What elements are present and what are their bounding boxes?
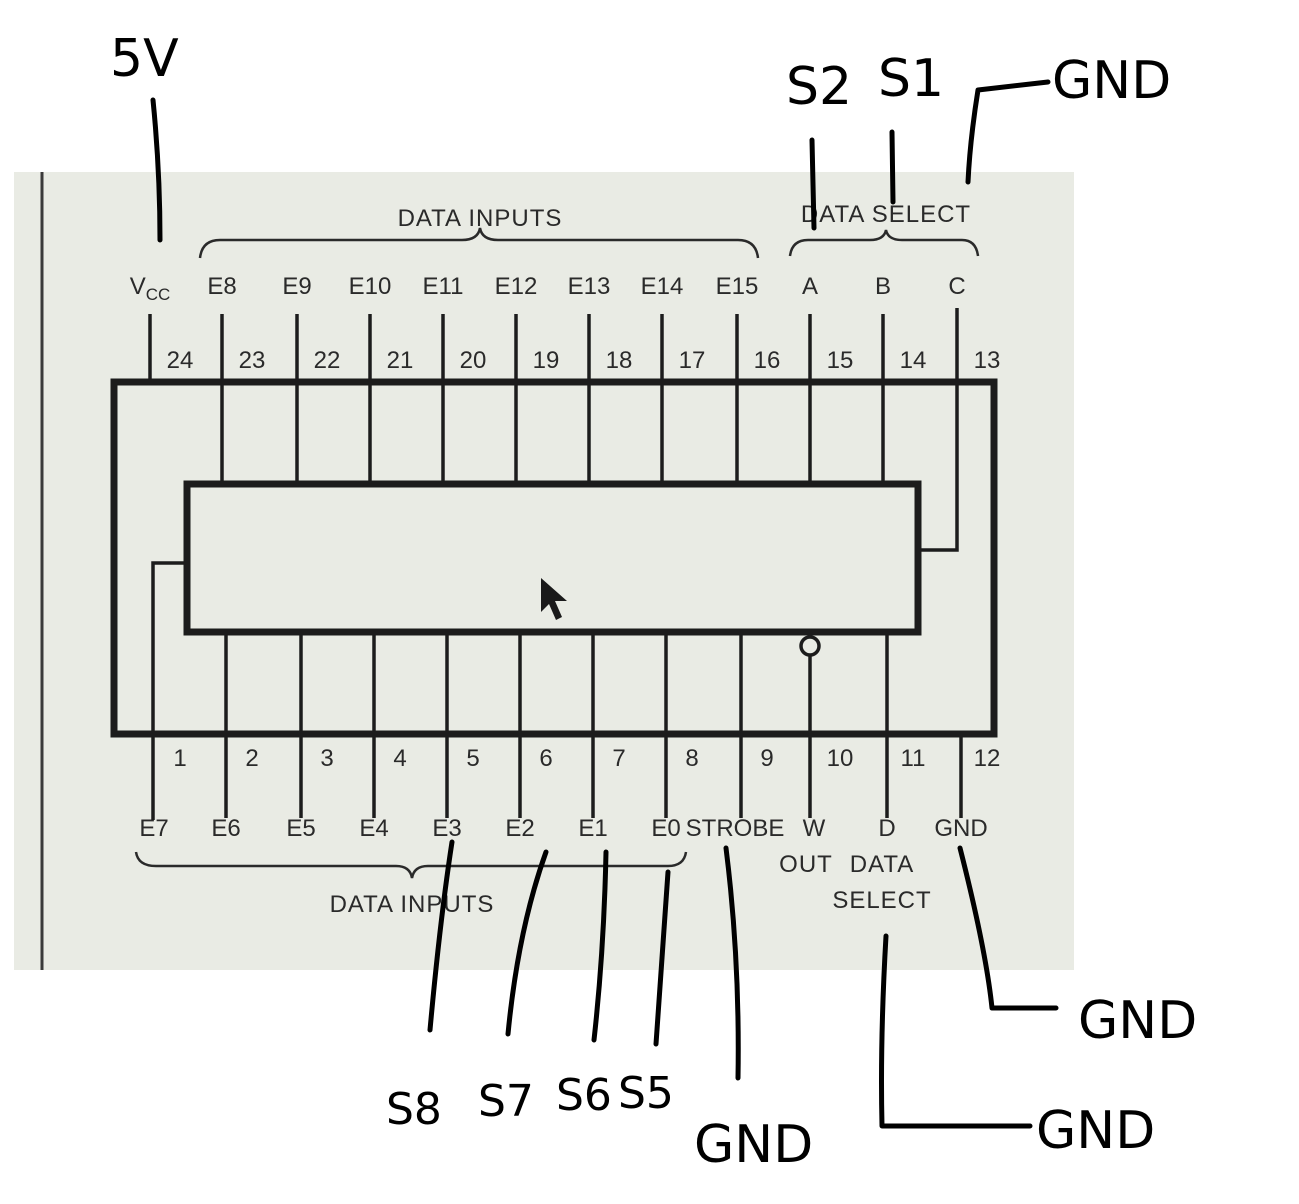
strobe-gnd-annotation: GND: [694, 1115, 813, 1175]
top-pin-name-18: E13: [568, 273, 611, 300]
bottom-pin-name-7: E1: [578, 815, 607, 842]
top-pin-number-18: 18: [606, 347, 633, 374]
bottom-pin-number-5: 5: [466, 745, 479, 772]
s6-wire: [591, 849, 609, 1043]
bottom-pin-name-2: E6: [211, 815, 240, 842]
bottom-pin-number-6: 6: [539, 745, 552, 772]
top-pin-number-13: 13: [974, 347, 1001, 374]
top-pin-number-17: 17: [679, 347, 706, 374]
pin12-gnd-wire: [957, 845, 1059, 1011]
bottom-data-inputs-label: DATA INPUTS: [330, 891, 495, 918]
s2-wire: [809, 137, 817, 231]
bottom-pin-name-10: W: [803, 815, 826, 842]
bottom-pin-name-5: E3: [432, 815, 461, 842]
pin13-c-wire: [918, 308, 959, 552]
top-pin-name-17: E14: [641, 273, 684, 300]
data-select-brace: [788, 229, 980, 257]
bottom-pin-number-11: 11: [901, 745, 926, 772]
bottom-pin-name-8: E0: [651, 815, 680, 842]
s2-annotation: S2: [786, 57, 852, 117]
top-pin-name-23: E8: [207, 273, 236, 300]
strobe-gnd-wire: [723, 845, 741, 1081]
s6-annotation: S6: [556, 1070, 612, 1121]
bottom-data-inputs-brace: [134, 851, 688, 879]
top-pin-number-19: 19: [533, 347, 560, 374]
top-pin-number-22: 22: [314, 347, 341, 374]
top-pin-name-15: A: [802, 273, 818, 300]
s8-annotation: S8: [386, 1084, 442, 1135]
s8-wire: [427, 839, 455, 1033]
bottom-pin-number-9: 9: [760, 745, 773, 772]
top-pin-number-21: 21: [387, 347, 414, 374]
data-select-bottom-line1: DATA: [850, 851, 914, 878]
top-pin-name-20: E11: [423, 273, 464, 300]
top-pin-number-14: 14: [900, 347, 927, 374]
bottom-pin-lines: [224, 632, 963, 818]
inverter-bubble: [799, 635, 821, 657]
bottom-pin-name-12: GND: [934, 815, 987, 842]
vcc-5v-wire: [150, 97, 163, 243]
bottom-pin-number-3: 3: [320, 745, 333, 772]
bottom-pin-name-6: E2: [505, 815, 534, 842]
top-pin-name-16: E15: [716, 273, 759, 300]
mouse-cursor-icon: [541, 578, 567, 620]
vcc-5v-annotation: 5V: [110, 29, 179, 89]
top-pin-number-16: 16: [754, 347, 781, 374]
top-pin-name-22: E9: [282, 273, 311, 300]
data-select-label: DATA SELECT: [801, 201, 971, 228]
top-pin-name-19: E12: [495, 273, 538, 300]
bottom-pin-number-1: 1: [173, 745, 186, 772]
top-pin-number-15: 15: [827, 347, 854, 374]
bottom-pin-number-12: 12: [974, 745, 1001, 772]
bottom-pin-number-10: 10: [827, 745, 854, 772]
top-pin-lines: [148, 314, 885, 486]
bottom-pin-name-11: D: [878, 815, 895, 842]
bottom-pin-name-4: E4: [359, 815, 388, 842]
top-pin-number-23: 23: [239, 347, 266, 374]
c-gnd-annotation: GND: [1052, 51, 1171, 111]
c-gnd-wire: [965, 79, 1051, 185]
bottom-pin-number-2: 2: [245, 745, 258, 772]
top-pin-name-13: C: [948, 273, 965, 300]
outer-package-outline: [110, 378, 998, 738]
s7-annotation: S7: [478, 1076, 534, 1127]
data-select-bottom-line2: SELECT: [832, 887, 931, 914]
top-pin-number-24: 24: [167, 347, 194, 374]
s1-annotation: S1: [878, 49, 944, 109]
d-gnd-annotation: GND: [1036, 1101, 1155, 1161]
bottom-pin-number-7: 7: [612, 745, 625, 772]
s1-wire: [889, 129, 896, 205]
top-pin-name-14: B: [875, 273, 891, 300]
top-pin-name-21: E10: [349, 273, 392, 300]
handwritten-wires: [150, 79, 1059, 1129]
bottom-pin-number-4: 4: [393, 745, 406, 772]
bottom-pin-name-9: STROBE: [686, 815, 785, 842]
s5-annotation: S5: [618, 1068, 674, 1119]
bottom-pin-number-8: 8: [685, 745, 698, 772]
pin12-gnd-annotation: GND: [1078, 991, 1197, 1051]
out-label: OUT: [779, 851, 833, 878]
s5-wire: [653, 869, 671, 1047]
d-gnd-wire: [879, 933, 1033, 1129]
s7-wire: [505, 849, 549, 1037]
top-data-inputs-label: DATA INPUTS: [398, 205, 563, 232]
top-pin-number-20: 20: [460, 347, 487, 374]
top-pin-texts: 24VCC23E822E921E1020E1119E1218E1317E1416…: [130, 273, 1001, 374]
top-data-inputs-brace: [198, 227, 760, 259]
bottom-pin-name-3: E5: [286, 815, 315, 842]
pin1-e7-wire: [151, 561, 187, 820]
